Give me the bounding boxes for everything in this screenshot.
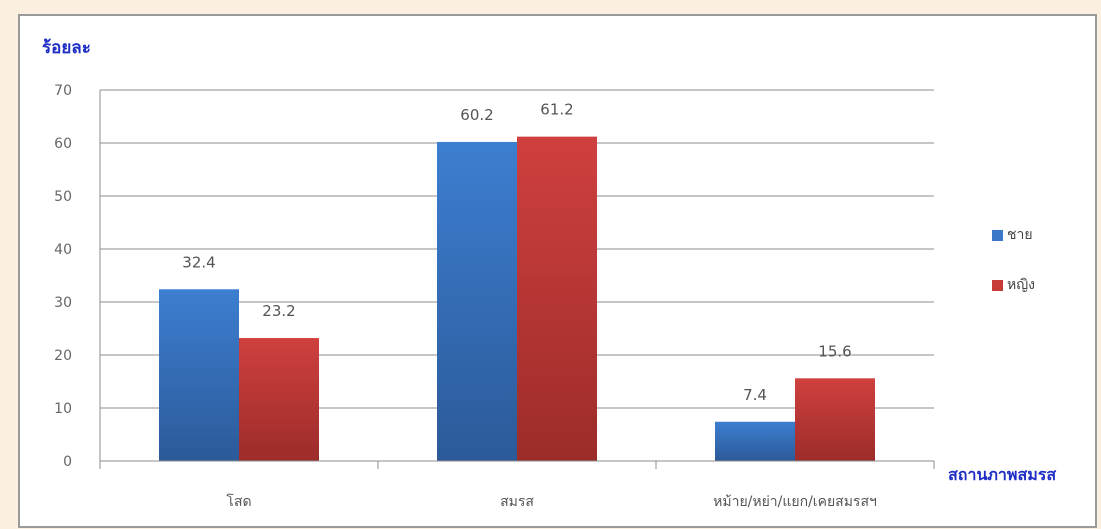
y-tick-label: 40 [54,242,72,258]
legend-item-female: หญิง [992,274,1035,296]
data-label: 15.6 [818,342,851,360]
legend-label-male: ชาย [1007,227,1033,243]
x-category-label: สมรส [500,494,534,510]
x-axis-title: สถานภาพสมรส [948,465,1057,484]
legend: ชาย หญิง [992,224,1035,324]
y-tick-label: 0 [63,454,72,470]
y-tick-label: 30 [54,295,72,311]
bar-chart: 0 10 20 30 40 50 60 70 32.4 23.2 โสด 60.2 61.2 สมรส 7… [54,83,935,510]
legend-label-female: หญิง [1007,277,1035,293]
y-tick-label: 60 [54,136,72,152]
bar-male [159,289,239,461]
data-label: 60.2 [460,106,493,124]
data-label: 61.2 [540,101,573,119]
y-tick-label: 70 [54,83,72,99]
bar-male [437,141,517,461]
bar-female [517,136,597,461]
data-label: 7.4 [743,386,767,404]
legend-swatch-female [992,279,1003,291]
y-tick-label: 10 [54,401,72,417]
legend-swatch-male [992,229,1003,241]
x-category-label: หม้าย/หย่า/แยก/เคยสมรสฯ [713,494,877,510]
chart-frame: ร้อยละ 0 10 20 30 40 50 60 70 32.4 23.2 โสด 60.2 61… [18,14,1097,528]
bar-male [715,421,795,461]
x-category-label: โสด [226,493,251,510]
legend-item-male: ชาย [992,224,1035,246]
bar-female [239,338,319,461]
data-label: 23.2 [262,302,295,320]
y-tick-label: 20 [54,348,72,364]
data-label: 32.4 [182,253,215,271]
bar-female [795,378,875,461]
y-tick-label: 50 [54,189,72,205]
y-axis-title: ร้อยละ [42,38,91,58]
